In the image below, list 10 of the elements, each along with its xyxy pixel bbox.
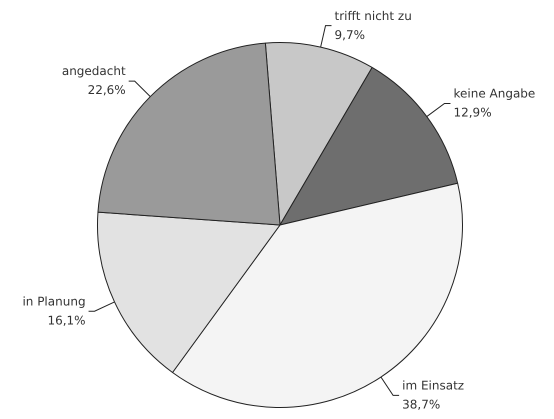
data-label: 22,6% (88, 83, 126, 98)
slice-label: im Einsatz (402, 378, 464, 392)
data-label: 16,1% (47, 313, 86, 328)
data-label: 38,7% (402, 397, 440, 412)
data-label: 12,9% (453, 106, 492, 120)
slice-label: keine Angabe (453, 86, 536, 101)
data-label: 9,7% (334, 28, 366, 42)
slice-label: trifft nicht zu (334, 8, 412, 23)
slice-label: angedacht (62, 64, 126, 78)
slice-label: in Planung (22, 294, 86, 308)
